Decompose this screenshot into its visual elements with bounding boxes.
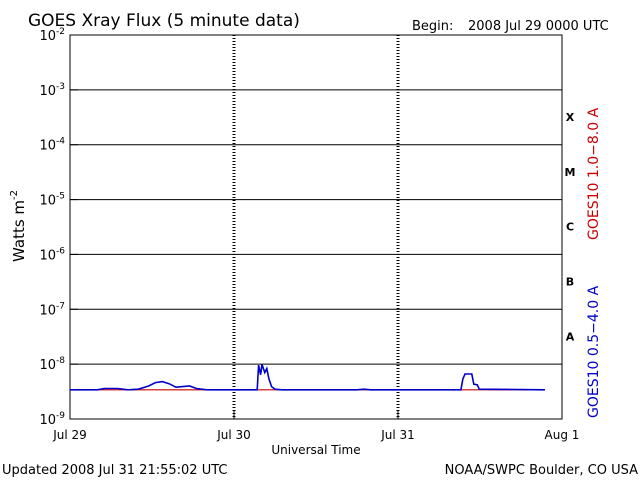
begin-value: 2008 Jul 29 0000 UTC xyxy=(468,19,609,34)
y-tick-label: 10-3 xyxy=(39,82,65,99)
x-axis-label: Universal Time xyxy=(271,443,360,457)
flare-class-label: A xyxy=(566,330,575,343)
y-tick-label: 10-5 xyxy=(39,192,65,209)
chart-title: GOES Xray Flux (5 minute data) xyxy=(28,11,300,31)
plot-area xyxy=(69,34,563,420)
x-axis-ticks: Jul 29 Jul 30 Jul 31 Aug 1 xyxy=(52,411,579,442)
y-tick-label: 10-7 xyxy=(39,301,65,318)
y-tick-label: 10-9 xyxy=(39,411,65,428)
y-tick-label: 10-6 xyxy=(39,246,65,263)
x-tick-label: Jul 29 xyxy=(52,428,87,442)
legend-blue-series: GOES10 0.5−4.0 A xyxy=(586,285,602,418)
x-tick-label: Aug 1 xyxy=(545,428,580,442)
flare-class-label: B xyxy=(566,276,574,289)
y-tick-label: 10-8 xyxy=(39,356,65,373)
flare-class-label: M xyxy=(565,166,576,179)
legend-red-series: GOES10 1.0−8.0 A xyxy=(586,107,602,240)
updated-timestamp: Updated 2008 Jul 31 21:55:02 UTC xyxy=(2,463,227,478)
begin-label: Begin: xyxy=(412,19,453,34)
flare-class-label: X xyxy=(566,111,575,124)
credit-text: NOAA/SWPC Boulder, CO USA xyxy=(445,463,638,478)
flare-class-labels: A B C M X xyxy=(565,111,576,343)
day-separators xyxy=(232,35,400,419)
y-axis-label: Watts m-2 xyxy=(9,190,28,262)
x-tick-label: Jul 31 xyxy=(380,428,415,442)
y-axis-ticks: 10-9 10-8 10-7 10-6 10-5 10-4 10-3 10-2 xyxy=(39,27,78,428)
flare-class-label: C xyxy=(566,221,574,234)
y-tick-label: 10-4 xyxy=(39,137,65,154)
gridlines xyxy=(70,89,562,365)
series-line xyxy=(70,364,545,391)
series-lines xyxy=(70,364,545,391)
y-tick-label: 10-2 xyxy=(39,27,65,44)
x-tick-label: Jul 30 xyxy=(216,428,251,442)
